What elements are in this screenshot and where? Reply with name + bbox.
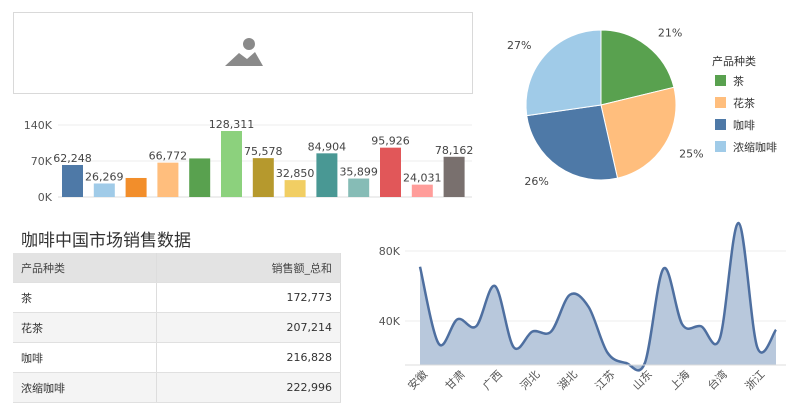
table-cell: 花茶: [13, 312, 158, 343]
bar: [221, 131, 242, 197]
x-tick-label: 河北: [518, 368, 543, 393]
legend-label: 茶: [733, 75, 744, 88]
legend-title: 产品种类: [712, 54, 756, 68]
legend-swatch: [715, 141, 726, 152]
bar-value-label: 35,899: [339, 166, 378, 179]
x-tick-label: 广西: [480, 368, 505, 393]
bar: [443, 156, 465, 197]
pie-slice: [525, 29, 602, 117]
y-tick-label: 0K: [38, 191, 53, 204]
bar: [252, 158, 274, 197]
table-row: 花茶 207,214: [13, 312, 341, 343]
bar-value-label: 95,926: [371, 135, 410, 148]
legend-label: 花茶: [733, 97, 755, 110]
table-title: 咖啡中国市场销售数据: [21, 231, 191, 251]
legend-swatch: [715, 119, 726, 130]
bar-value-label: 128,311: [209, 118, 255, 131]
pie-slice: [600, 29, 675, 106]
table-cell: 咖啡: [13, 342, 158, 373]
pie-slice-label: 25%: [679, 148, 703, 161]
x-tick-label: 江苏: [593, 368, 618, 393]
x-tick-label: 甘肃: [443, 368, 468, 393]
table-cell: 茶: [13, 282, 158, 313]
x-tick-label: 湖北: [555, 368, 580, 393]
bar: [316, 153, 338, 197]
x-tick-label: 浙江: [743, 368, 768, 393]
area-line: [418, 221, 778, 372]
bar: [189, 158, 211, 197]
image-icon: [225, 38, 263, 66]
pie-slice: [526, 104, 619, 181]
bar-chart: 140K 70K 0K 62,248 26,269 66,772 128,311 75,578…: [24, 118, 474, 204]
bar: [62, 164, 83, 197]
area-fill: [420, 222, 776, 371]
pie-slice: [600, 86, 677, 179]
table-row: 咖啡 216,828: [13, 342, 341, 373]
bar-value-label: 75,578: [244, 145, 283, 158]
bar: [157, 162, 179, 197]
table-cell: 207,214: [156, 312, 341, 343]
x-tick-label: 台湾: [704, 367, 729, 392]
column-header-product[interactable]: 产品种类: [13, 253, 158, 283]
area-chart: 80K 40K 安徽 甘肃 广西 河北 湖北 江苏 山东 上海 台湾 浙江: [379, 221, 786, 393]
bar-value-label: 66,772: [149, 150, 188, 163]
bar-value-label: 26,269: [85, 170, 124, 183]
x-tick-label: 安徽: [405, 367, 430, 392]
table-cell: 浓缩咖啡: [13, 372, 158, 403]
legend-swatch: [715, 97, 726, 108]
bar-value-label: 62,248: [53, 152, 92, 165]
bar-value-label: 78,162: [435, 144, 474, 157]
x-tick-label: 山东: [630, 368, 655, 393]
x-tick-label: 上海: [667, 367, 692, 392]
bar-value-label: 84,904: [308, 140, 347, 153]
y-tick-label: 140K: [24, 119, 53, 132]
table-header-row: 产品种类 销售额_总和: [13, 253, 341, 283]
legend-label: 咖啡: [733, 118, 755, 132]
y-tick-label: 40K: [379, 315, 401, 328]
bar: [284, 180, 306, 197]
pie-slice-label: 27%: [507, 39, 531, 52]
sales-table: 产品种类 销售额_总和 茶 172,773 花茶 207,214 咖啡 216,…: [13, 253, 341, 403]
legend-label: 浓缩咖啡: [733, 140, 777, 154]
table-cell: 222,996: [156, 372, 341, 403]
pie-slice-label: 26%: [524, 175, 548, 188]
bar: [348, 178, 370, 197]
bar: [380, 147, 401, 197]
bar-value-label: 32,850: [276, 167, 315, 180]
table-row: 茶 172,773: [13, 282, 341, 313]
bar: [125, 177, 147, 197]
image-placeholder: [13, 12, 473, 94]
y-tick-label: 80K: [379, 245, 401, 258]
table-cell: 216,828: [156, 342, 341, 373]
legend-swatch: [715, 75, 726, 86]
table-cell: 172,773: [156, 282, 341, 313]
column-header-sales[interactable]: 销售额_总和: [156, 253, 341, 283]
bar: [411, 184, 433, 197]
bar: [93, 183, 115, 197]
bar-value-label: 24,031: [403, 172, 442, 185]
pie-slice-label: 21%: [658, 27, 682, 40]
y-tick-label: 70K: [31, 155, 53, 168]
table-row: 浓缩咖啡 222,996: [13, 372, 341, 403]
